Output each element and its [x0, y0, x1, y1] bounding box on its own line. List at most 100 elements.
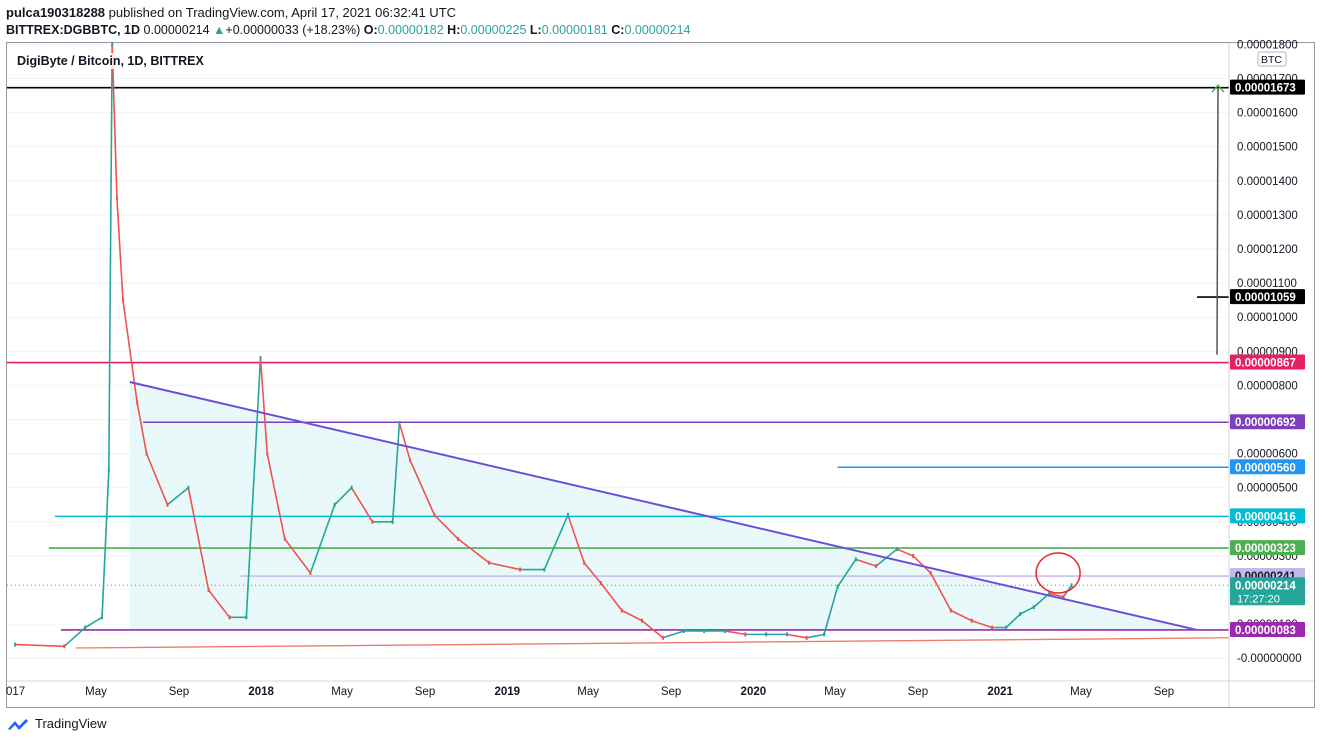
price-segment: [806, 633, 825, 639]
level-price-label: 0.00000560: [1235, 462, 1296, 474]
price-segment: [136, 402, 148, 454]
x-tick-label: 2018: [248, 686, 274, 698]
publish-info: published on TradingView.com, April 17, …: [108, 5, 457, 20]
price-point: [929, 570, 932, 575]
arrow-head-icon: [1211, 84, 1225, 93]
price-segment: [145, 453, 169, 506]
price-segment: [101, 470, 110, 618]
price-point: [457, 536, 460, 541]
time-axis: 017 May Sep 2018 May Sep 2019 May Sep 2020 May Sep 2…: [6, 686, 1174, 698]
price-segment: [855, 558, 877, 567]
price-point: [409, 458, 412, 463]
price-segment: [284, 538, 312, 574]
price-point: [228, 615, 231, 620]
y-tick-label: 0.00001000: [1237, 312, 1298, 324]
price-point: [641, 618, 644, 623]
level-price-label: 0.00000214: [1235, 580, 1296, 592]
price-point: [970, 618, 973, 623]
open-value: 0.00000182: [377, 23, 444, 37]
price-segment: [266, 453, 286, 540]
low-value: 0.00000181: [541, 23, 608, 37]
level-price-label: 0.00000692: [1235, 417, 1296, 429]
price-segment: [567, 514, 585, 564]
level-price-tag: [1230, 621, 1305, 637]
level-price-label: 0.00000416: [1235, 511, 1296, 523]
price-point: [111, 42, 114, 47]
support-trendline[interactable]: [75, 637, 1230, 649]
price-point: [875, 564, 878, 569]
price-point: [991, 625, 994, 630]
price-point: [245, 615, 248, 620]
price-segment: [621, 609, 643, 622]
price-point: [912, 553, 915, 558]
price-point: [391, 519, 394, 524]
price-point: [703, 628, 706, 633]
y-tick-label: 0.00001100: [1237, 278, 1297, 290]
x-tick-label: Sep: [415, 686, 435, 698]
price-point: [84, 625, 87, 630]
x-tick-label: May: [331, 686, 353, 698]
price-series: [14, 42, 1073, 649]
price-segment: [1049, 592, 1064, 598]
chart-frame[interactable]: [6, 42, 1315, 708]
price-point: [166, 502, 169, 507]
price-point: [599, 581, 602, 586]
price-segment: [116, 197, 124, 301]
price-point: [823, 632, 826, 637]
x-tick-label: May: [824, 686, 846, 698]
price-segment: [15, 643, 65, 648]
footer: TradingView: [6, 716, 107, 731]
level-price-label: 0.00001059: [1235, 292, 1296, 304]
price-point: [805, 635, 808, 640]
price-point: [187, 485, 190, 490]
level-price-label: 0.00001673: [1235, 83, 1296, 95]
price-segment: [433, 514, 459, 540]
price-segment: [207, 589, 231, 618]
price-segment: [457, 538, 490, 564]
price-point: [1070, 583, 1073, 588]
price-segment: [166, 487, 189, 506]
price-segment: [724, 630, 746, 636]
close-value: 0.00000214: [624, 23, 691, 37]
chart-legend: DigiByte / Bitcoin, 1D, BITTREX: [15, 53, 206, 69]
level-price-tag: [1230, 289, 1305, 305]
price-point: [101, 615, 104, 620]
price-segment: [543, 514, 569, 570]
price-segment: [350, 487, 374, 523]
level-price-label: 0.00000323: [1235, 543, 1296, 555]
level-price-tag: [1230, 414, 1305, 430]
price-segment: [111, 44, 118, 198]
price-segment: [259, 358, 269, 454]
price-point: [488, 560, 491, 565]
x-tick-label: May: [1070, 686, 1092, 698]
price-point: [620, 608, 623, 613]
annotation-circle[interactable]: [1035, 552, 1081, 594]
x-tick-label: May: [577, 686, 599, 698]
low-label: L:: [529, 23, 542, 37]
descending-trendline[interactable]: [129, 381, 1198, 631]
publish-header: pulca190318288 published on TradingView.…: [6, 4, 456, 22]
price-segment: [309, 504, 336, 574]
price-point: [14, 642, 17, 647]
price-point: [566, 513, 569, 518]
level-price-label: 0.00000083: [1235, 625, 1296, 637]
author-name[interactable]: pulca190318288: [6, 5, 106, 20]
price-segment: [122, 300, 138, 403]
price-segment: [108, 44, 113, 471]
level-price-tag: [1230, 354, 1305, 370]
footer-brand[interactable]: TradingView: [35, 716, 107, 731]
price-point: [836, 584, 839, 589]
price-point: [107, 468, 110, 473]
price-point: [765, 632, 768, 637]
price-segment: [662, 630, 685, 639]
currency-badge: [1257, 51, 1287, 67]
y-tick-label: 0.00001300: [1237, 210, 1298, 222]
y-tick-label: 0.00001600: [1237, 108, 1298, 120]
price-point: [583, 560, 586, 565]
price-segment: [950, 609, 973, 622]
measure-arrow-line[interactable]: [1216, 88, 1219, 355]
close-label: C:: [611, 23, 625, 37]
price-segment: [912, 555, 932, 574]
price-point: [145, 451, 148, 456]
